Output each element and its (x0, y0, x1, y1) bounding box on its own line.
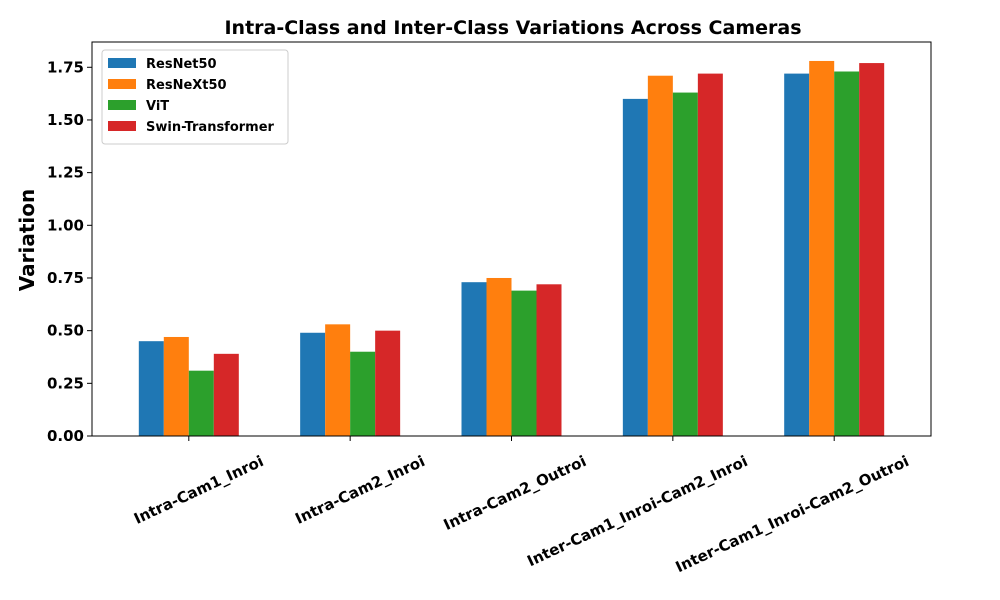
y-tick-label: 1.75 (47, 58, 84, 76)
x-tick-label: Intra-Cam2_Inroi (292, 452, 427, 528)
bar-vit-3 (511, 290, 537, 436)
chart-title: Intra-Class and Inter-Class Variations A… (224, 17, 801, 39)
y-tick-label: 0.00 (47, 427, 84, 445)
bar-swin-transformer-1 (213, 353, 239, 436)
bar-resnext50-2 (325, 324, 351, 436)
y-tick-label: 0.50 (47, 322, 84, 340)
bar-swin-transformer-5 (859, 63, 885, 436)
bar-resnet50-5 (784, 73, 810, 436)
x-tick-label: Intra-Cam2_Outroi (441, 452, 589, 534)
legend-swatch (108, 58, 136, 68)
bar-resnext50-4 (647, 75, 673, 436)
legend-label: ViT (146, 99, 169, 114)
y-tick-label: 1.25 (47, 164, 84, 182)
bar-resnext50-5 (809, 60, 835, 437)
bar-swin-transformer-4 (697, 73, 723, 436)
legend-swatch (108, 79, 136, 89)
bar-vit-2 (350, 351, 376, 436)
bar-resnext50-3 (486, 277, 512, 436)
bar-vit-1 (188, 370, 214, 436)
y-axis-label: Variation (15, 189, 39, 292)
bar-swin-transformer-2 (375, 330, 401, 436)
x-tick-label: Intra-Cam1_Inroi (131, 452, 266, 528)
bar-resnext50-1 (163, 336, 189, 436)
y-tick-label: 0.25 (47, 374, 84, 392)
legend-label: Swin-Transformer (146, 120, 275, 135)
legend-box (101, 49, 289, 145)
bar-resnet50-3 (461, 282, 487, 436)
legend-label: ResNet50 (146, 57, 217, 72)
bar-vit-4 (672, 92, 698, 437)
legend-swatch (108, 100, 136, 110)
legend: ResNet50 ResNeXt50 ViT Swin-Transformer (101, 49, 289, 145)
bar-swin-transformer-3 (536, 284, 562, 436)
legend-swatch (108, 121, 136, 131)
legend-label: ResNeXt50 (146, 78, 227, 93)
bar-resnet50-1 (138, 341, 164, 436)
bar-vit-5 (834, 71, 860, 437)
bar-resnet50-2 (300, 332, 326, 436)
y-tick-label: 1.50 (47, 111, 84, 129)
y-tick-label: 1.00 (47, 216, 84, 234)
bars-layer (138, 60, 885, 437)
bar-resnet50-4 (622, 98, 648, 437)
y-tick-label: 0.75 (47, 269, 84, 287)
